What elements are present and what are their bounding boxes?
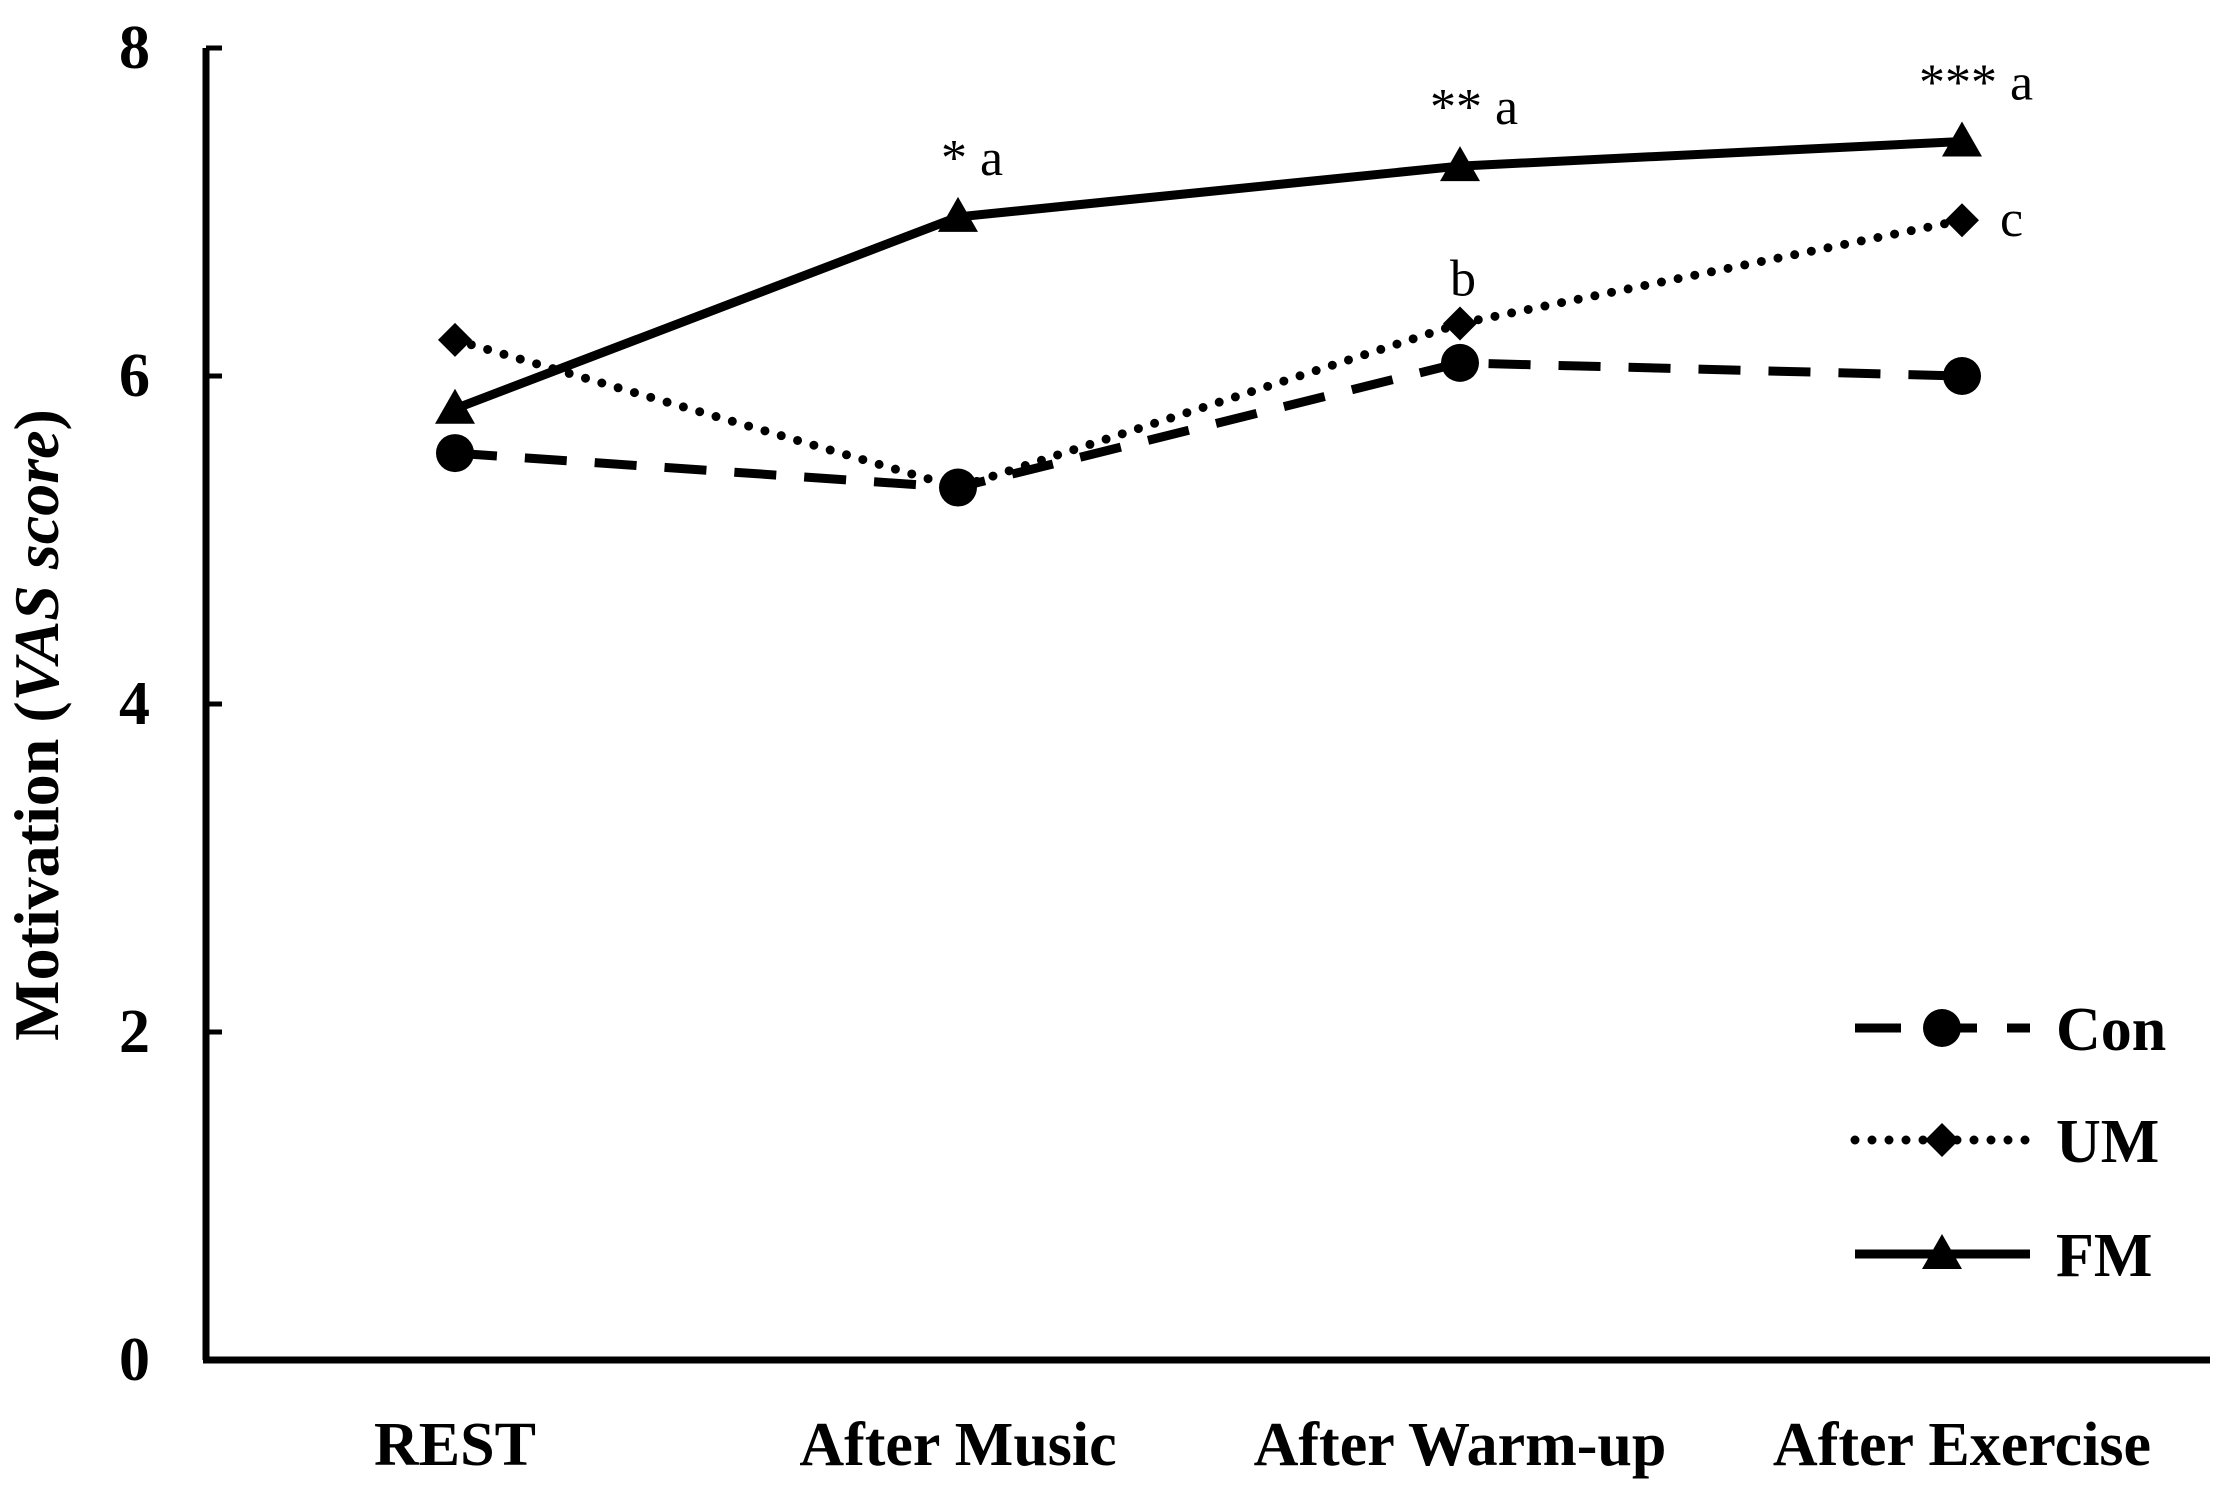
legend: Con UM FM (1850, 996, 2166, 1290)
x-category-label: After Warm-up (1254, 1411, 1667, 1479)
legend-marker-fm (1922, 1234, 1962, 1269)
y-tick-label: 2 (119, 998, 150, 1066)
series-um (438, 203, 1979, 505)
series (435, 121, 1982, 507)
annotation-label: c (2000, 191, 2023, 248)
data-point-con (1441, 343, 1479, 382)
data-point-fm (1440, 146, 1480, 182)
data-point-fm (1942, 121, 1982, 157)
y-tick-label: 8 (119, 14, 150, 82)
y-axis-title-main: Motivation ( (1, 701, 72, 1041)
data-point-con (1943, 357, 1981, 395)
y-ticks: 0 2 4 6 8 (119, 14, 222, 1394)
series-line-con (454, 358, 1963, 493)
y-tick-label: 4 (119, 670, 150, 738)
legend-item-con: Con (1855, 996, 2166, 1064)
y-axis-title-end: ) (1, 409, 72, 430)
x-category-label: After Exercise (1773, 1411, 2151, 1479)
annotation-label: b (1450, 251, 1476, 308)
data-point-con (436, 434, 474, 473)
annotations: * a ** a *** a b c (941, 54, 2033, 307)
annotation-label: * a (941, 130, 1003, 187)
legend-label: UM (2056, 1108, 2159, 1176)
legend-marker-con (1923, 1009, 1961, 1047)
data-point-um (941, 470, 975, 505)
legend-marker-um (1925, 1123, 1959, 1157)
series-fm (435, 121, 1982, 424)
y-tick-label: 6 (119, 342, 150, 410)
x-category-label: REST (374, 1411, 536, 1479)
y-tick-label: 0 (119, 1326, 150, 1394)
annotation-label: ** a (1430, 79, 1518, 136)
legend-label: FM (2056, 1222, 2152, 1290)
data-point-fm (435, 388, 475, 424)
axes (202, 48, 2210, 1364)
legend-item-fm: FM (1855, 1222, 2152, 1290)
legend-label: Con (2056, 996, 2166, 1064)
data-point-um (438, 322, 472, 357)
x-category-labels: REST After Music After Warm-up After Exerci… (374, 1411, 2151, 1479)
series-line-fm (453, 136, 1963, 414)
data-point-um (1945, 203, 1979, 238)
y-axis-title: Motivation (VAS score) (1, 409, 72, 1041)
x-category-label: After Music (799, 1411, 1116, 1479)
series-line-um (450, 215, 1967, 493)
data-point-fm (938, 196, 978, 232)
legend-item-um: UM (1850, 1108, 2159, 1176)
annotation-label: *** a (1919, 54, 2033, 111)
data-point-um (1443, 306, 1477, 341)
y-axis-title-italic: VAS score (1, 430, 72, 701)
series-con (436, 343, 1981, 507)
